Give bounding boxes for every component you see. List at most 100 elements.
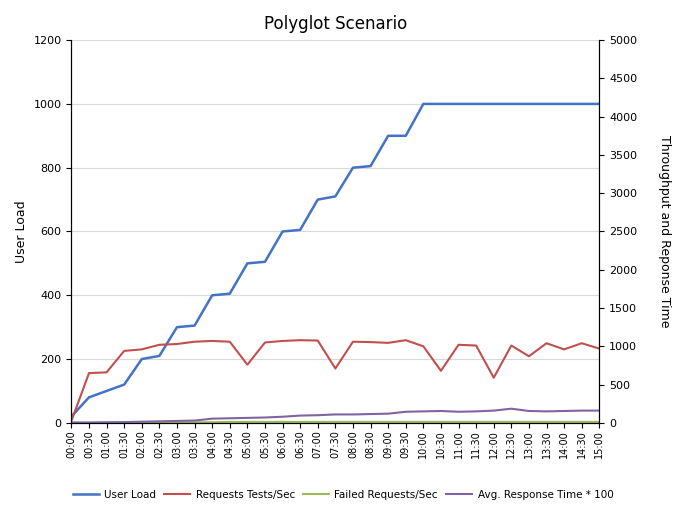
User Load (384, 133, 392, 139)
Legend: User Load, Requests Tests/Sec, Failed Requests/Sec, Avg. Response Time * 100: User Load, Requests Tests/Sec, Failed Re… (69, 486, 617, 504)
Failed Requests/Sec (331, 419, 340, 425)
Avg. Response Time * 100 (349, 411, 357, 417)
Failed Requests/Sec (279, 419, 287, 425)
Failed Requests/Sec (314, 419, 322, 425)
Requests Tests/Sec (595, 346, 604, 352)
Avg. Response Time * 100 (366, 411, 375, 417)
Failed Requests/Sec (490, 419, 498, 425)
User Load (331, 193, 340, 200)
Requests Tests/Sec (419, 343, 427, 349)
Avg. Response Time * 100 (314, 412, 322, 418)
Failed Requests/Sec (543, 419, 551, 425)
Avg. Response Time * 100 (437, 408, 445, 414)
Avg. Response Time * 100 (102, 419, 110, 426)
User Load (102, 388, 110, 394)
User Load (366, 163, 375, 169)
Avg. Response Time * 100 (507, 406, 515, 412)
Avg. Response Time * 100 (226, 415, 234, 421)
Avg. Response Time * 100 (173, 418, 181, 424)
User Load (578, 101, 586, 107)
User Load (138, 356, 146, 362)
User Load (419, 101, 427, 107)
Failed Requests/Sec (85, 420, 93, 426)
Avg. Response Time * 100 (543, 408, 551, 414)
Avg. Response Time * 100 (560, 408, 568, 414)
Requests Tests/Sec (102, 370, 110, 376)
Failed Requests/Sec (472, 419, 480, 425)
Failed Requests/Sec (102, 420, 110, 426)
User Load (261, 259, 269, 265)
Requests Tests/Sec (138, 346, 146, 352)
Line: Failed Requests/Sec: Failed Requests/Sec (71, 422, 600, 423)
Requests Tests/Sec (331, 365, 340, 372)
Failed Requests/Sec (191, 419, 199, 426)
Requests Tests/Sec (472, 343, 480, 349)
User Load (173, 324, 181, 330)
Requests Tests/Sec (279, 338, 287, 344)
User Load (314, 196, 322, 203)
User Load (226, 291, 234, 297)
Requests Tests/Sec (120, 348, 128, 354)
Avg. Response Time * 100 (384, 411, 392, 417)
User Load (296, 227, 305, 233)
Requests Tests/Sec (261, 340, 269, 346)
Failed Requests/Sec (226, 419, 234, 425)
Line: Requests Tests/Sec: Requests Tests/Sec (71, 340, 600, 421)
User Load (85, 394, 93, 401)
User Load (490, 101, 498, 107)
Failed Requests/Sec (560, 419, 568, 425)
Failed Requests/Sec (578, 419, 586, 425)
Avg. Response Time * 100 (191, 417, 199, 423)
Requests Tests/Sec (366, 339, 375, 345)
Requests Tests/Sec (191, 338, 199, 345)
Avg. Response Time * 100 (244, 415, 252, 421)
User Load (437, 101, 445, 107)
Avg. Response Time * 100 (454, 409, 462, 415)
User Load (120, 382, 128, 388)
Avg. Response Time * 100 (208, 415, 216, 421)
Requests Tests/Sec (67, 418, 75, 424)
Avg. Response Time * 100 (85, 419, 93, 426)
Requests Tests/Sec (314, 337, 322, 344)
User Load (472, 101, 480, 107)
Requests Tests/Sec (525, 353, 533, 359)
Failed Requests/Sec (525, 419, 533, 425)
User Load (349, 164, 357, 171)
Failed Requests/Sec (120, 420, 128, 426)
Y-axis label: Throughput and Reponse Time: Throughput and Reponse Time (658, 135, 671, 328)
User Load (560, 101, 568, 107)
Requests Tests/Sec (155, 342, 163, 348)
Failed Requests/Sec (67, 420, 75, 426)
Requests Tests/Sec (226, 338, 234, 345)
Failed Requests/Sec (244, 419, 252, 425)
Avg. Response Time * 100 (419, 408, 427, 414)
User Load (454, 101, 462, 107)
Requests Tests/Sec (490, 375, 498, 381)
User Load (543, 101, 551, 107)
User Load (401, 133, 410, 139)
Avg. Response Time * 100 (595, 408, 604, 414)
User Load (191, 323, 199, 329)
Line: User Load: User Load (71, 104, 600, 416)
Failed Requests/Sec (419, 419, 427, 425)
Failed Requests/Sec (208, 419, 216, 426)
User Load (244, 260, 252, 266)
Avg. Response Time * 100 (138, 419, 146, 425)
Failed Requests/Sec (349, 419, 357, 425)
Y-axis label: User Load: User Load (15, 200, 28, 263)
Avg. Response Time * 100 (401, 409, 410, 415)
Requests Tests/Sec (208, 338, 216, 344)
Requests Tests/Sec (244, 361, 252, 367)
Failed Requests/Sec (155, 420, 163, 426)
Requests Tests/Sec (401, 337, 410, 343)
Failed Requests/Sec (401, 419, 410, 425)
User Load (67, 413, 75, 419)
Avg. Response Time * 100 (261, 414, 269, 420)
Requests Tests/Sec (543, 340, 551, 346)
Avg. Response Time * 100 (155, 418, 163, 425)
Requests Tests/Sec (507, 343, 515, 349)
Requests Tests/Sec (560, 346, 568, 352)
User Load (595, 101, 604, 107)
Failed Requests/Sec (507, 419, 515, 425)
Requests Tests/Sec (173, 341, 181, 347)
